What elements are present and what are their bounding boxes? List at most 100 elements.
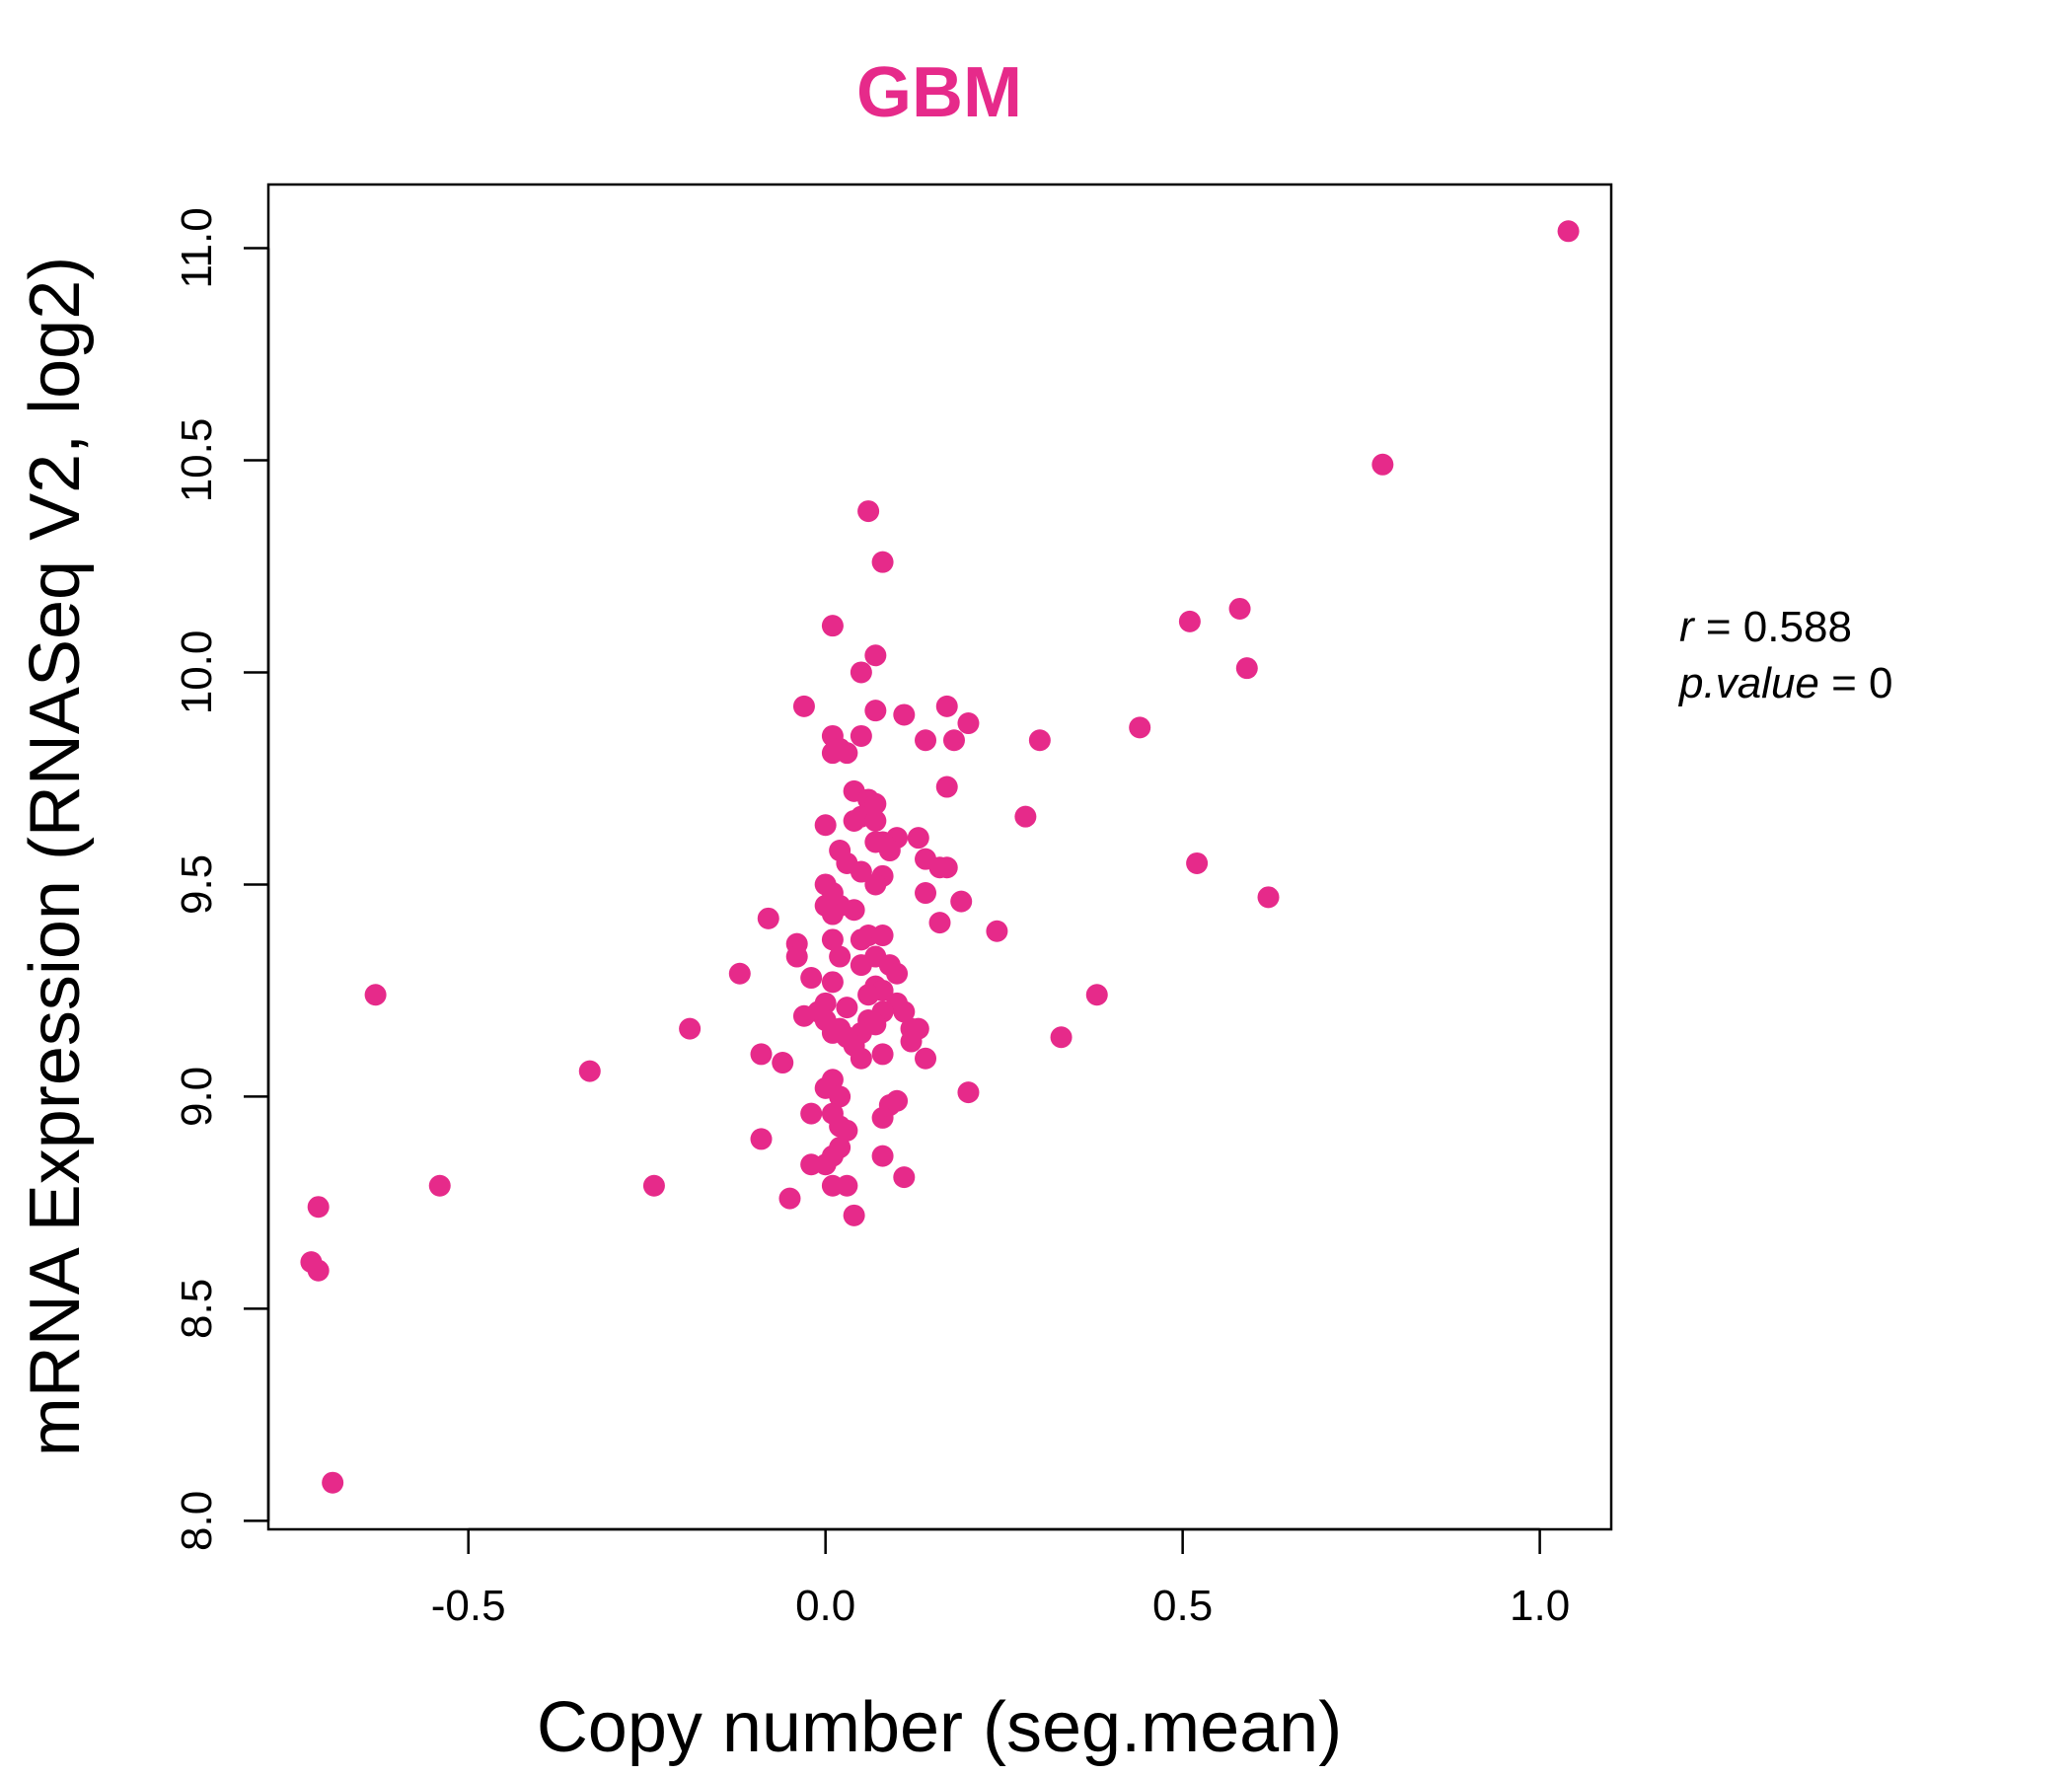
data-point bbox=[750, 1128, 773, 1150]
data-point bbox=[821, 742, 844, 765]
data-point bbox=[757, 907, 779, 929]
x-tick-label: 0.0 bbox=[795, 1582, 855, 1630]
data-point bbox=[850, 860, 872, 883]
y-axis-title: mRNA Expression (RNASeq V2, log2) bbox=[16, 257, 95, 1456]
data-point bbox=[679, 1017, 702, 1040]
data-point bbox=[878, 840, 901, 862]
x-tick-label: -0.5 bbox=[431, 1582, 506, 1630]
data-point bbox=[750, 1043, 773, 1066]
data-point bbox=[957, 712, 980, 735]
data-point bbox=[322, 1471, 344, 1494]
data-point bbox=[871, 925, 894, 947]
data-point bbox=[1014, 805, 1037, 828]
x-tick-label: 0.5 bbox=[1152, 1582, 1213, 1630]
data-point bbox=[1050, 1026, 1073, 1049]
data-point bbox=[935, 776, 958, 798]
x-axis: -0.5 0.0 0.5 1.0 bbox=[431, 1527, 1570, 1630]
data-point bbox=[800, 1153, 823, 1176]
data-point bbox=[642, 1174, 665, 1197]
data-point bbox=[772, 1052, 794, 1074]
data-point bbox=[1557, 220, 1580, 243]
data-point bbox=[307, 1259, 330, 1282]
data-point bbox=[871, 1106, 894, 1129]
data-point bbox=[893, 1166, 916, 1189]
data-point bbox=[864, 700, 887, 722]
data-point bbox=[1228, 597, 1251, 620]
y-tick-label: 10.0 bbox=[173, 630, 221, 715]
data-point bbox=[957, 1081, 980, 1104]
data-point bbox=[907, 827, 929, 850]
data-point bbox=[864, 792, 887, 815]
data-point bbox=[800, 967, 823, 990]
data-point bbox=[836, 1174, 858, 1197]
data-point bbox=[836, 997, 858, 1019]
data-point bbox=[850, 928, 872, 951]
data-point bbox=[728, 962, 751, 985]
data-point bbox=[935, 856, 958, 879]
data-point bbox=[785, 945, 808, 968]
data-point bbox=[829, 1085, 851, 1108]
data-point bbox=[843, 1204, 865, 1226]
data-point bbox=[864, 644, 887, 667]
data-point bbox=[843, 809, 865, 832]
data-point bbox=[935, 695, 958, 717]
data-point bbox=[900, 1030, 923, 1053]
y-tick-label: 8.0 bbox=[173, 1491, 221, 1551]
data-point bbox=[792, 1004, 815, 1027]
data-point bbox=[893, 703, 916, 726]
data-point bbox=[778, 1187, 801, 1210]
data-point bbox=[800, 1102, 823, 1125]
chart-title: GBM bbox=[856, 53, 1022, 132]
data-point bbox=[792, 695, 815, 717]
data-point bbox=[836, 1119, 858, 1142]
data-point bbox=[814, 814, 837, 837]
data-point bbox=[821, 928, 844, 951]
data-point bbox=[578, 1060, 601, 1082]
data-point bbox=[850, 661, 872, 684]
y-tick-label: 9.5 bbox=[173, 854, 221, 915]
data-point bbox=[871, 1145, 894, 1167]
stat-line: p.value = 0 bbox=[1677, 659, 1893, 707]
y-axis: 8.0 8.5 9.0 9.5 10.0 10.5 11.0 bbox=[173, 207, 270, 1551]
data-point bbox=[1178, 610, 1201, 632]
y-tick-label: 10.5 bbox=[173, 418, 221, 503]
data-point bbox=[915, 729, 937, 752]
data-point bbox=[821, 615, 844, 637]
data-point bbox=[857, 500, 880, 523]
data-point bbox=[886, 962, 909, 985]
data-point bbox=[1085, 984, 1108, 1006]
data-point bbox=[871, 551, 894, 573]
data-point bbox=[364, 984, 387, 1006]
data-point bbox=[1235, 657, 1258, 680]
data-point bbox=[857, 984, 880, 1006]
data-point bbox=[915, 1047, 937, 1070]
data-point bbox=[893, 1000, 916, 1023]
data-point bbox=[1371, 453, 1394, 476]
data-point bbox=[821, 903, 844, 925]
data-point bbox=[850, 1047, 872, 1070]
x-tick-label: 1.0 bbox=[1510, 1582, 1570, 1630]
data-point bbox=[850, 724, 872, 747]
data-point bbox=[1028, 729, 1051, 752]
stat-line: r = 0.588 bbox=[1679, 603, 1852, 651]
data-point bbox=[871, 1043, 894, 1066]
x-axis-title: Copy number (seg.mean) bbox=[537, 1688, 1342, 1767]
data-point bbox=[864, 873, 887, 896]
y-tick-label: 8.5 bbox=[173, 1279, 221, 1339]
y-tick-label: 9.0 bbox=[173, 1067, 221, 1127]
data-point bbox=[428, 1174, 451, 1197]
data-point bbox=[1129, 716, 1151, 739]
data-point bbox=[950, 890, 973, 913]
y-tick-label: 11.0 bbox=[173, 207, 221, 288]
data-point bbox=[1257, 886, 1280, 909]
data-point bbox=[986, 920, 1008, 942]
data-point bbox=[928, 912, 951, 934]
data-point bbox=[307, 1196, 330, 1219]
data-point bbox=[829, 945, 851, 968]
data-point bbox=[915, 882, 937, 905]
data-point bbox=[850, 954, 872, 977]
data-points bbox=[300, 220, 1580, 1494]
data-point bbox=[942, 729, 965, 752]
data-point bbox=[1186, 851, 1209, 874]
